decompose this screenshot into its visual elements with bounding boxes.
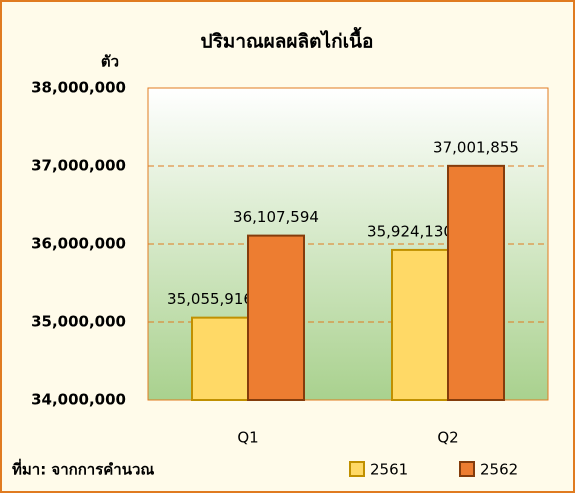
- legend-label: 2561: [370, 461, 408, 479]
- legend-swatch: [349, 461, 365, 477]
- x-tick-label: Q1: [237, 429, 258, 447]
- bar: [447, 164, 505, 401]
- x-tick-label: Q2: [437, 429, 458, 447]
- legend-swatch: [459, 461, 475, 477]
- y-axis-label: ตัว: [101, 53, 119, 71]
- source-note: ที่มา: จากการคำนวณ: [12, 459, 154, 479]
- y-tick-label: 37,000,000: [31, 157, 126, 175]
- y-tick-label: 34,000,000: [31, 391, 126, 409]
- bar: [247, 234, 305, 401]
- value-label: 35,924,130: [367, 222, 453, 240]
- bar: [391, 248, 449, 401]
- y-tick-label: 35,000,000: [31, 313, 126, 331]
- value-label: 36,107,594: [233, 208, 319, 226]
- y-tick-label: 38,000,000: [31, 79, 126, 97]
- value-label: 37,001,855: [433, 138, 519, 156]
- chart-title: ปริมาณผลผลิตไก่เนื้อ: [201, 27, 374, 53]
- y-tick-label: 36,000,000: [31, 235, 126, 253]
- bar: [191, 316, 249, 401]
- legend-label: 2562: [480, 461, 518, 479]
- value-label: 35,055,916: [167, 290, 253, 308]
